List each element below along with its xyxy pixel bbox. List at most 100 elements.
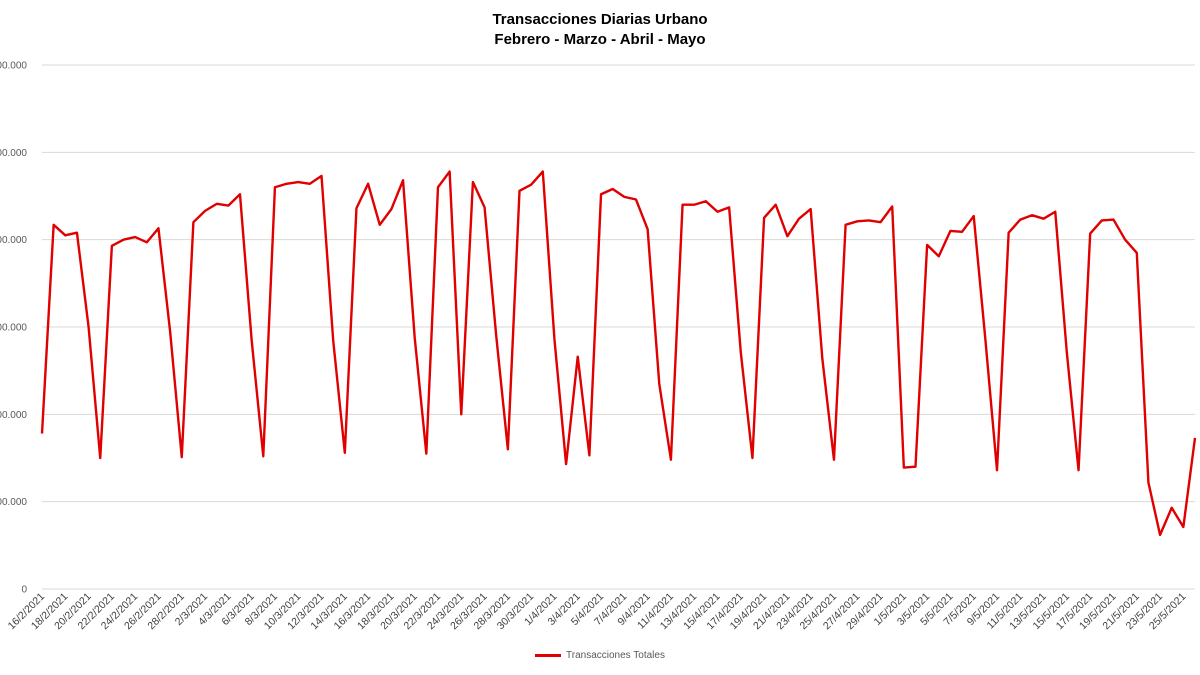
data-point	[1136, 252, 1138, 254]
data-point	[973, 215, 975, 217]
data-point	[495, 335, 497, 337]
data-point	[87, 326, 89, 328]
data-point	[367, 183, 369, 185]
data-point	[763, 217, 765, 219]
data-point	[390, 208, 392, 210]
data-point	[891, 205, 893, 207]
legend-label: Transacciones Totales	[566, 650, 665, 661]
data-point	[844, 224, 846, 226]
data-point	[344, 452, 346, 454]
data-point	[437, 186, 439, 188]
data-point	[961, 231, 963, 233]
data-point	[553, 338, 555, 340]
data-point	[588, 454, 590, 456]
data-point	[227, 204, 229, 206]
data-point	[1089, 232, 1091, 234]
data-point	[728, 206, 730, 208]
data-point	[169, 330, 171, 332]
data-point	[530, 183, 532, 185]
data-point	[332, 339, 334, 341]
data-point	[1112, 218, 1114, 220]
data-point	[181, 456, 183, 458]
data-point	[751, 457, 753, 459]
data-point	[146, 241, 148, 243]
data-point	[460, 413, 462, 415]
data-point	[239, 193, 241, 195]
data-point	[274, 186, 276, 188]
data-point	[1042, 218, 1044, 220]
data-point	[1077, 469, 1079, 471]
data-point	[483, 206, 485, 208]
series-line-transacciones-totales	[40, 170, 1197, 537]
data-point	[122, 238, 124, 240]
gridlines	[42, 64, 1195, 590]
data-point	[355, 207, 357, 209]
chart-title-block: Transacciones Diarias Urbano Febrero - M…	[0, 10, 1200, 50]
y-tick-label: 00.000	[0, 497, 27, 508]
chart-title: Transacciones Diarias Urbano	[492, 11, 708, 28]
data-point	[984, 338, 986, 340]
data-point	[507, 448, 509, 450]
data-point	[425, 452, 427, 454]
data-point	[879, 221, 881, 223]
x-axis: 16/2/202118/2/202120/2/202122/2/202124/2…	[6, 591, 1189, 633]
data-point	[402, 179, 404, 181]
data-point	[856, 220, 858, 222]
chart-subtitle: Febrero - Marzo - Abril - Mayo	[494, 31, 706, 48]
data-point	[670, 459, 672, 461]
data-point	[413, 336, 415, 338]
data-point	[611, 188, 613, 190]
data-point	[798, 218, 800, 220]
data-point	[542, 170, 544, 172]
data-point	[1194, 437, 1196, 439]
data-point	[204, 210, 206, 212]
legend-swatch	[535, 654, 562, 657]
data-point	[786, 235, 788, 237]
data-point	[1171, 507, 1173, 509]
data-point	[1019, 218, 1021, 220]
data-point	[833, 459, 835, 461]
data-point	[926, 244, 928, 246]
data-point	[379, 224, 381, 226]
data-point	[111, 245, 113, 247]
data-point	[809, 208, 811, 210]
data-point	[903, 466, 905, 468]
y-tick-label: 00.000	[0, 61, 27, 72]
data-point	[635, 198, 637, 200]
data-point	[52, 224, 54, 226]
data-point	[99, 457, 101, 459]
data-point	[681, 204, 683, 206]
data-point	[448, 170, 450, 172]
data-point	[646, 228, 648, 230]
data-point	[775, 204, 777, 206]
data-point	[285, 183, 287, 185]
data-point	[623, 196, 625, 198]
data-point	[215, 203, 217, 205]
data-point	[41, 432, 43, 434]
data-point	[693, 204, 695, 206]
data-point	[1054, 211, 1056, 213]
y-tick-label: 00.000	[0, 323, 27, 334]
data-point	[250, 339, 252, 341]
data-point	[938, 255, 940, 257]
series-layer	[40, 170, 1197, 537]
data-point	[64, 234, 66, 236]
data-point	[134, 236, 136, 238]
legend: Transacciones Totales	[0, 650, 1200, 661]
data-point	[1124, 238, 1126, 240]
data-point	[1182, 526, 1184, 528]
data-point	[518, 190, 520, 192]
data-point	[76, 231, 78, 233]
y-tick-label: 0	[21, 585, 27, 596]
data-point	[1066, 352, 1068, 354]
data-point	[309, 183, 311, 185]
data-point	[577, 355, 579, 357]
y-tick-label: 00.000	[0, 410, 27, 421]
data-point	[821, 357, 823, 359]
data-point	[705, 200, 707, 202]
data-point	[600, 193, 602, 195]
y-tick-label: 00.000	[0, 148, 27, 159]
data-point	[1007, 231, 1009, 233]
